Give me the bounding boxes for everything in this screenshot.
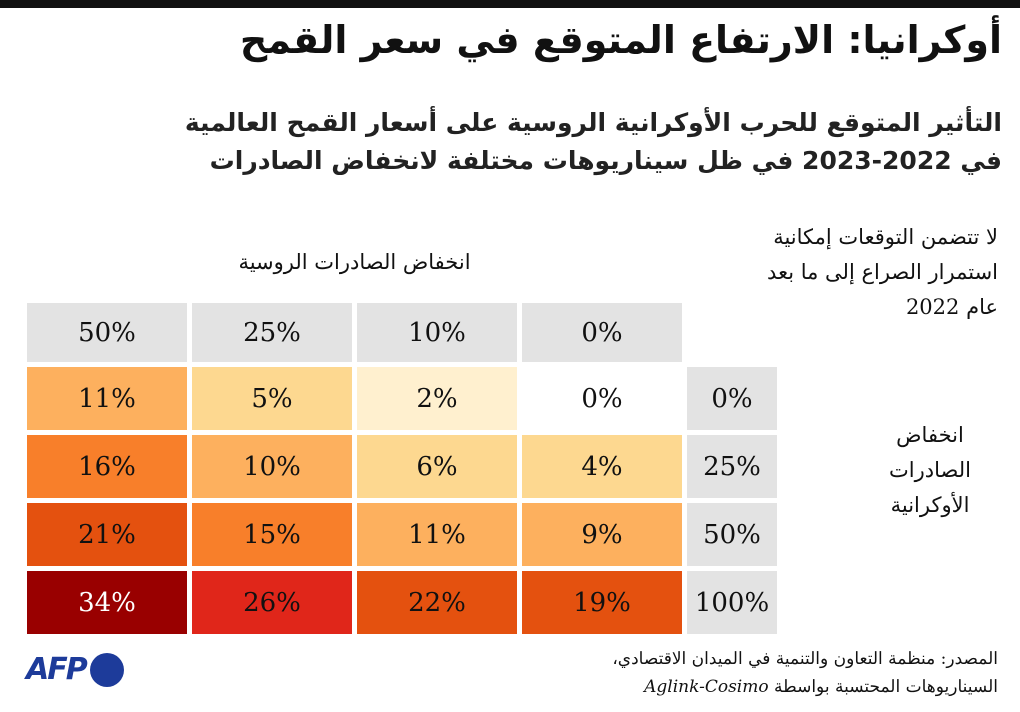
heatmap-cell: 26% xyxy=(192,571,352,634)
heatmap-cell: 6% xyxy=(357,435,517,498)
row-header: 25% xyxy=(687,435,777,498)
source-model: Aglink-Cosimo xyxy=(644,677,769,697)
subtitle: التأثير المتوقع للحرب الأوكرانية الروسية… xyxy=(22,104,1002,180)
heatmap-cell: 11% xyxy=(357,503,517,566)
heatmap-cell: 19% xyxy=(522,571,682,634)
column-header: 10% xyxy=(357,303,517,362)
source-line-2: السيناريوهات المحتسبة بواسطة Aglink-Cosi… xyxy=(612,673,998,701)
logo-circle-icon xyxy=(89,652,124,687)
heatmap-cell: 0% xyxy=(522,367,682,430)
heatmap-cell: 9% xyxy=(522,503,682,566)
column-header: 50% xyxy=(27,303,187,362)
subtitle-line-2: في 2022-2023 في ظل سيناريوهات مختلفة لان… xyxy=(209,146,1002,175)
top-bar xyxy=(0,0,1020,8)
source-text: السيناريوهات المحتسبة بواسطة xyxy=(774,677,998,697)
heatmap-cell: 2% xyxy=(357,367,517,430)
column-header: 25% xyxy=(192,303,352,362)
row-header: 50% xyxy=(687,503,777,566)
afp-logo: AFP xyxy=(26,652,124,687)
row-axis-label: انخفاض الصادرات الأوكرانية xyxy=(889,423,971,517)
heatmap-cell: 15% xyxy=(192,503,352,566)
heatmap-cell: 10% xyxy=(192,435,352,498)
source-line-1: المصدر: منظمة التعاون والتنمية في الميدا… xyxy=(612,649,998,669)
heatmap-cell: 21% xyxy=(27,503,187,566)
subtitle-line-1: التأثير المتوقع للحرب الأوكرانية الروسية… xyxy=(184,108,1002,137)
note: لا تتضمن التوقعات إمكانية استمرار الصراع… xyxy=(767,225,998,319)
heatmap-cell: 11% xyxy=(27,367,187,430)
heatmap-cell: 5% xyxy=(192,367,352,430)
column-axis-label: انخفاض الصادرات الروسية xyxy=(238,250,471,274)
heatmap-cell: 34% xyxy=(27,571,187,634)
source: المصدر: منظمة التعاون والتنمية في الميدا… xyxy=(612,645,998,701)
logo-text: AFP xyxy=(26,652,88,687)
heatmap-cell: 22% xyxy=(357,571,517,634)
heatmap-cell: 16% xyxy=(27,435,187,498)
row-header: 0% xyxy=(687,367,777,430)
page-title: أوكرانيا: الارتفاع المتوقع في سعر القمح xyxy=(239,18,1002,62)
column-header: 0% xyxy=(522,303,682,362)
row-header: 100% xyxy=(687,571,777,634)
heatmap-cell: 4% xyxy=(522,435,682,498)
